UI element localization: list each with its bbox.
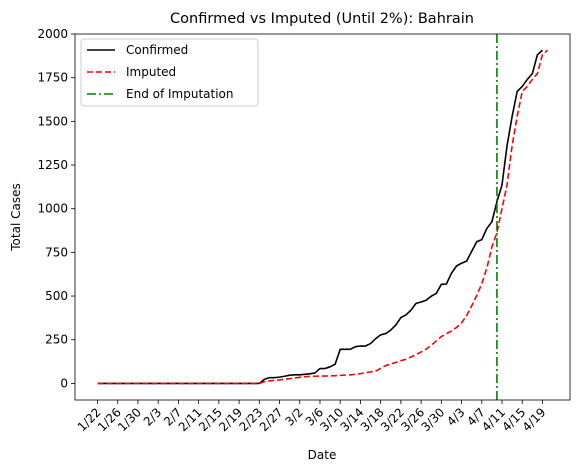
- y-tick-label: 1250: [37, 158, 68, 172]
- y-tick-label: 1500: [37, 114, 68, 128]
- legend-label: End of Imputation: [126, 87, 234, 101]
- y-tick-label: 250: [45, 333, 68, 347]
- y-tick-label: 0: [60, 376, 68, 390]
- x-axis-label: Date: [308, 448, 337, 462]
- legend-box: [80, 38, 259, 107]
- series-layer: [97, 34, 549, 400]
- series-line-imputed: [97, 49, 549, 385]
- y-tick-label: 750: [45, 245, 68, 259]
- legend: Confirmed Imputed End of Imputation: [80, 38, 259, 107]
- y-tick-label: 2000: [37, 27, 68, 41]
- y-axis-ticks: 0 250 500 750 1000 1250 1500 1750 2000: [37, 27, 75, 390]
- chart-title: Confirmed vs Imputed (Until 2%): Bahrain: [170, 11, 474, 27]
- legend-label: Confirmed: [126, 43, 188, 57]
- y-axis-label: Total Cases: [9, 183, 23, 251]
- y-tick-label: 1750: [37, 71, 68, 85]
- legend-entries: Confirmed Imputed End of Imputation: [87, 43, 234, 101]
- legend-label: Imputed: [126, 65, 176, 79]
- y-tick-label: 500: [45, 289, 68, 303]
- axes-frame: [74, 33, 571, 401]
- y-tick-label: 1000: [37, 202, 68, 216]
